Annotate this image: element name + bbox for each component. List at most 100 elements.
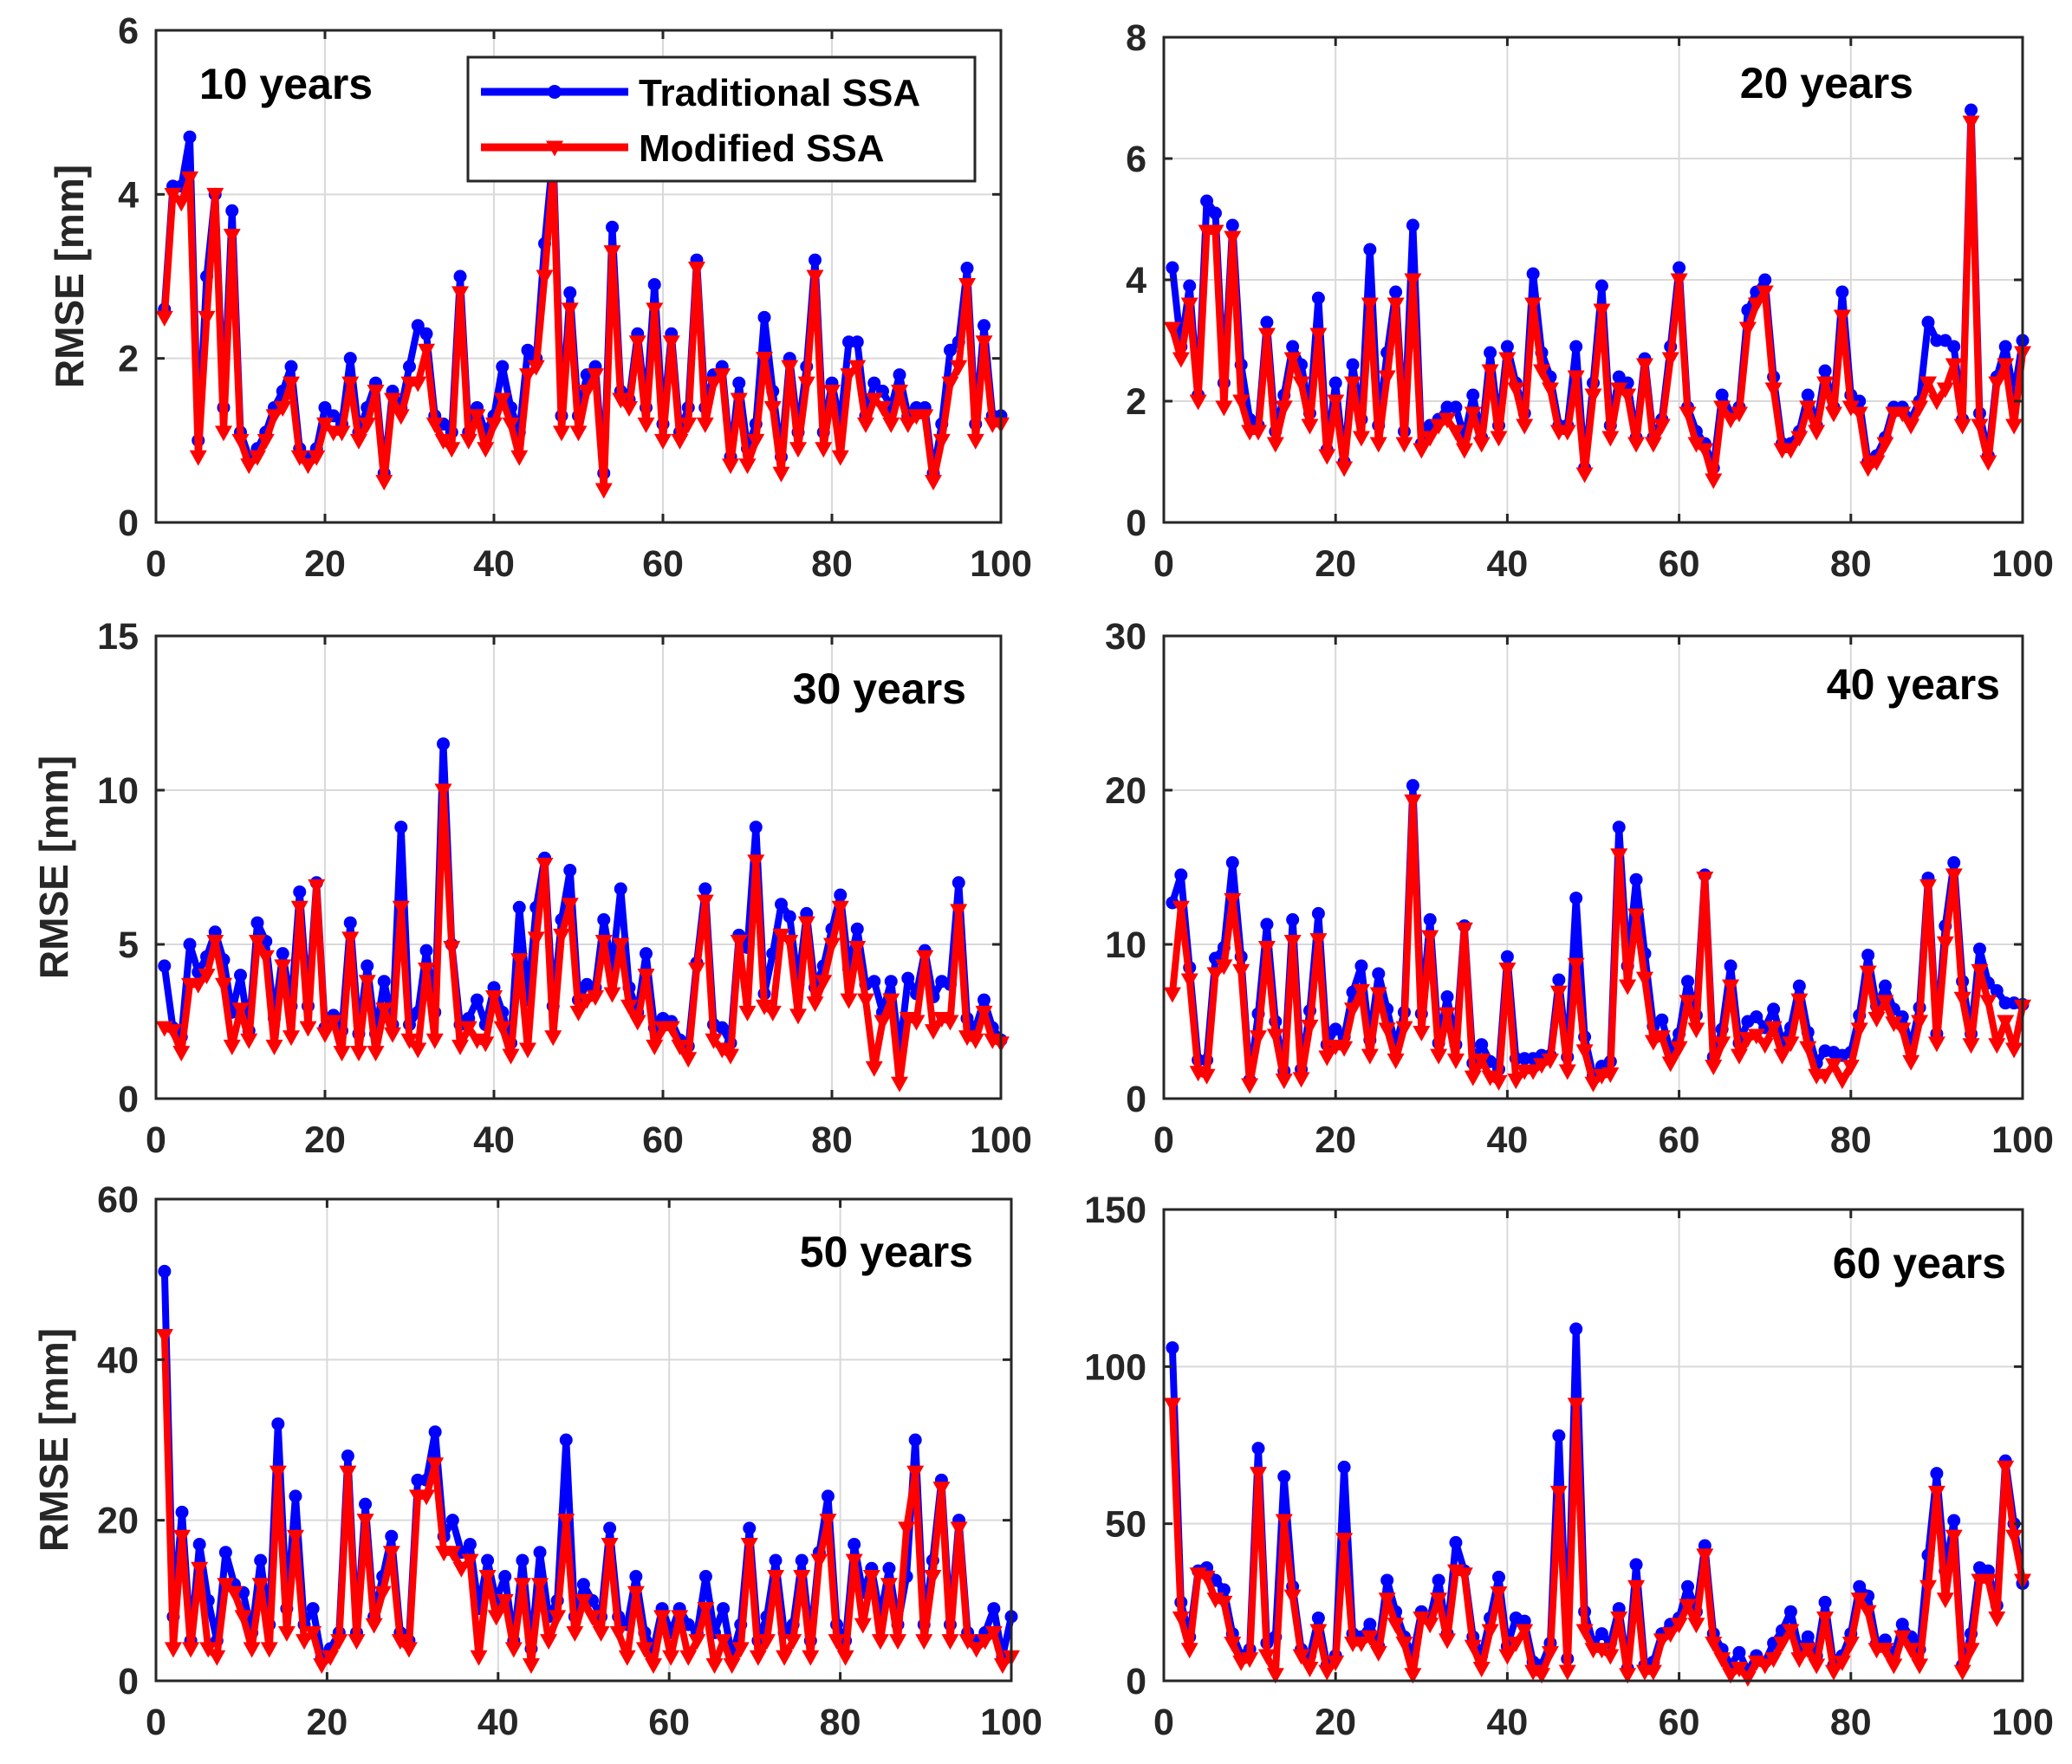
data-point-modified	[1439, 1633, 1457, 1650]
data-point-modified	[1335, 461, 1354, 477]
data-point-modified	[831, 900, 849, 917]
x-tick-label: 20	[1315, 1702, 1356, 1743]
data-point-traditional	[893, 368, 906, 382]
data-point-traditional	[183, 937, 197, 951]
data-point-modified	[443, 941, 461, 957]
data-point-modified	[587, 368, 604, 385]
data-point-modified	[1283, 934, 1302, 950]
data-point-modified	[1215, 1595, 1233, 1612]
data-point-traditional	[1835, 285, 1849, 299]
data-point-modified	[1180, 297, 1198, 314]
data-point-modified	[789, 1008, 807, 1025]
data-point-modified	[553, 928, 570, 944]
data-point-modified	[1567, 370, 1585, 386]
data-point-modified	[749, 1650, 767, 1666]
data-point-modified	[1541, 1645, 1559, 1662]
data-point-modified	[470, 1650, 488, 1666]
data-point-modified	[1250, 425, 1268, 441]
data-point-modified	[477, 442, 495, 458]
data-point-modified	[1696, 871, 1714, 887]
data-point-modified	[1215, 959, 1233, 976]
data-point-modified	[1936, 936, 1954, 952]
y-tick-label: 5	[118, 924, 139, 966]
data-point-modified	[976, 1634, 994, 1651]
data-point-modified	[223, 1039, 241, 1055]
data-point-modified	[950, 1521, 968, 1538]
data-point-modified	[1911, 400, 1929, 417]
data-point-modified	[1309, 328, 1328, 344]
data-point-modified	[862, 1570, 880, 1586]
data-point-modified	[496, 1593, 514, 1610]
data-point-modified	[975, 1005, 993, 1021]
data-point-modified	[763, 1005, 782, 1021]
data-point-traditional	[1673, 261, 1686, 275]
data-point-modified	[1481, 1624, 1499, 1640]
data-point-modified	[1439, 412, 1457, 429]
data-point-modified	[290, 900, 309, 917]
data-point-traditional	[757, 310, 771, 324]
data-point-modified	[1387, 297, 1405, 314]
data-point-modified	[206, 187, 224, 204]
data-point-modified	[1859, 1605, 1877, 1621]
data-point-modified	[504, 1642, 523, 1658]
data-point-modified	[502, 417, 520, 433]
data-point-traditional	[341, 1449, 354, 1463]
data-point-modified	[1275, 400, 1293, 417]
x-tick-label: 60	[1659, 543, 1700, 585]
data-point-modified	[308, 450, 326, 466]
data-point-traditional	[715, 1021, 729, 1034]
x-tick-label: 40	[473, 543, 515, 585]
data-point-modified	[164, 187, 182, 204]
data-point-modified	[1799, 1643, 1817, 1659]
data-point-traditional	[850, 335, 864, 349]
data-point-modified	[1558, 1664, 1576, 1681]
data-point-traditional	[882, 1561, 896, 1575]
data-point-modified	[1584, 388, 1602, 405]
data-point-modified	[1885, 1016, 1903, 1033]
data-point-modified	[840, 368, 858, 385]
data-point-modified	[1498, 962, 1517, 978]
data-point-modified	[763, 400, 782, 417]
y-tick-label: 4	[118, 174, 139, 216]
data-point-modified	[1567, 1398, 1585, 1414]
y-tick-label: 0	[118, 1661, 139, 1702]
data-point-modified	[671, 1039, 689, 1055]
data-point-modified	[198, 310, 216, 327]
data-point-modified	[1541, 1054, 1559, 1069]
data-point-modified	[1824, 1058, 1842, 1074]
data-point-modified	[461, 1553, 479, 1570]
data-point-modified	[231, 1002, 250, 1019]
data-point-modified	[418, 343, 435, 360]
data-point-traditional	[1681, 1579, 1695, 1593]
data-point-modified	[1738, 321, 1757, 338]
y-tick-label: 6	[118, 10, 139, 52]
data-point-modified	[1722, 412, 1740, 429]
data-point-traditional	[1526, 267, 1540, 281]
data-point-modified	[1824, 406, 1842, 423]
data-point-modified	[215, 425, 232, 442]
data-point-modified	[1172, 352, 1190, 368]
data-point-traditional	[343, 352, 357, 366]
axes-frame	[154, 29, 1003, 524]
data-point-modified	[1507, 1073, 1525, 1090]
data-point-modified	[915, 1634, 933, 1651]
data-point-traditional	[1406, 218, 1419, 232]
data-point-modified	[1387, 1618, 1405, 1634]
data-point-modified	[1593, 303, 1611, 320]
data-point-modified	[1378, 1022, 1396, 1039]
data-point-modified	[1430, 418, 1448, 435]
data-point-modified	[299, 1021, 317, 1037]
data-point-modified	[1816, 1611, 1835, 1627]
data-point-modified	[1533, 1668, 1551, 1684]
data-point-modified	[1867, 1011, 1886, 1028]
data-point-modified	[155, 310, 173, 327]
data-point-traditional	[1500, 340, 1514, 353]
data-point-modified	[1387, 1054, 1405, 1069]
data-point-modified	[730, 392, 748, 409]
data-point-modified	[705, 376, 723, 392]
data-point-modified	[1455, 443, 1473, 459]
data-point-modified	[1206, 224, 1224, 241]
data-point-modified	[1850, 406, 1868, 423]
data-point-modified	[1455, 922, 1473, 938]
data-point-modified	[1369, 1645, 1387, 1662]
